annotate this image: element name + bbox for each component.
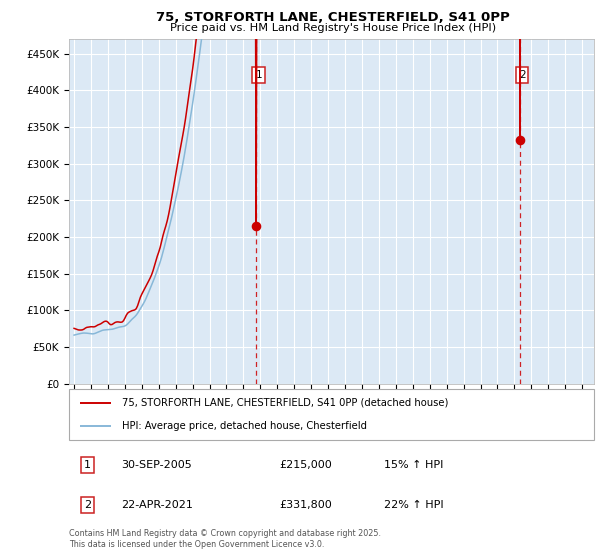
Point [515,136,524,145]
Text: Price paid vs. HM Land Registry's House Price Index (HPI): Price paid vs. HM Land Registry's House … [170,23,496,33]
Point [251,222,261,231]
Text: 15% ↑ HPI: 15% ↑ HPI [384,460,443,470]
Text: 22% ↑ HPI: 22% ↑ HPI [384,500,443,510]
Text: 75, STORFORTH LANE, CHESTERFIELD, S41 0PP (detached house): 75, STORFORTH LANE, CHESTERFIELD, S41 0P… [121,398,448,408]
Text: HPI: Average price, detached house, Chesterfield: HPI: Average price, detached house, Ches… [121,421,367,431]
Text: 75, STORFORTH LANE, CHESTERFIELD, S41 0PP: 75, STORFORTH LANE, CHESTERFIELD, S41 0P… [156,11,510,25]
Text: 1: 1 [84,460,91,470]
Text: £215,000: £215,000 [279,460,332,470]
Text: 2: 2 [519,71,526,81]
Text: 1: 1 [256,71,262,81]
Text: Contains HM Land Registry data © Crown copyright and database right 2025.
This d: Contains HM Land Registry data © Crown c… [69,529,381,549]
FancyBboxPatch shape [69,389,594,440]
Text: £331,800: £331,800 [279,500,332,510]
Text: 30-SEP-2005: 30-SEP-2005 [121,460,192,470]
Text: 2: 2 [84,500,91,510]
Text: 22-APR-2021: 22-APR-2021 [121,500,193,510]
